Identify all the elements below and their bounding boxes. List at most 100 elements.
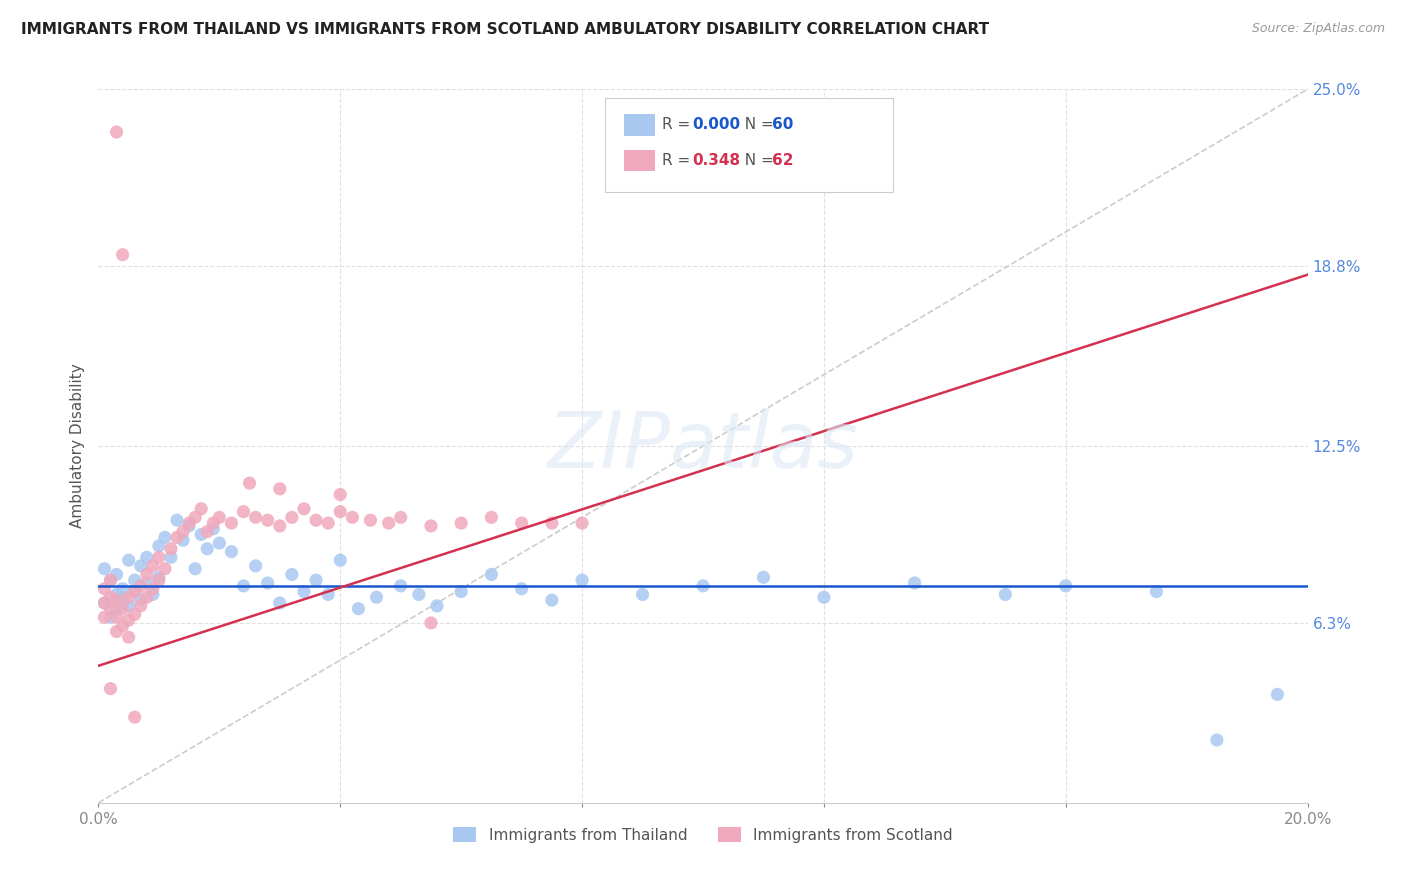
Point: [111, 619, 134, 633]
Point: [135, 567, 157, 582]
Text: Source: ZipAtlas.com: Source: ZipAtlas.com: [1251, 22, 1385, 36]
Point: [281, 510, 304, 524]
Point: [347, 601, 370, 615]
Point: [281, 567, 304, 582]
Point: [208, 510, 231, 524]
Point: [481, 567, 503, 582]
Point: [305, 573, 328, 587]
Point: [245, 510, 267, 524]
Point: [377, 516, 399, 530]
Legend: Immigrants from Thailand, Immigrants from Scotland: Immigrants from Thailand, Immigrants fro…: [447, 821, 959, 848]
Point: [540, 516, 562, 530]
Text: 0.000: 0.000: [692, 118, 740, 132]
Point: [450, 516, 472, 530]
Point: [93, 562, 115, 576]
Point: [269, 519, 291, 533]
Point: [510, 516, 533, 530]
Point: [202, 516, 225, 530]
Point: [316, 516, 339, 530]
Point: [172, 524, 194, 539]
Point: [232, 505, 254, 519]
Point: [111, 601, 134, 615]
Point: [366, 591, 388, 605]
Point: [179, 519, 201, 533]
Point: [190, 501, 212, 516]
Point: [93, 610, 115, 624]
Point: [118, 630, 141, 644]
Point: [129, 579, 152, 593]
Point: [1054, 579, 1077, 593]
Point: [184, 510, 207, 524]
Point: [481, 510, 503, 524]
Point: [166, 513, 188, 527]
Point: [190, 527, 212, 541]
Point: [329, 505, 352, 519]
Point: [1267, 687, 1289, 701]
Text: N =: N =: [735, 153, 779, 168]
Point: [269, 596, 291, 610]
Text: N =: N =: [735, 118, 779, 132]
Point: [239, 476, 262, 491]
Point: [105, 610, 128, 624]
Point: [148, 550, 170, 565]
Point: [426, 599, 449, 613]
Text: R =: R =: [662, 153, 696, 168]
Text: IMMIGRANTS FROM THAILAND VS IMMIGRANTS FROM SCOTLAND AMBULATORY DISABILITY CORRE: IMMIGRANTS FROM THAILAND VS IMMIGRANTS F…: [21, 22, 990, 37]
Point: [292, 584, 315, 599]
Point: [245, 558, 267, 573]
Point: [994, 587, 1017, 601]
Text: 62: 62: [772, 153, 793, 168]
Point: [129, 593, 152, 607]
Point: [105, 624, 128, 639]
Point: [111, 582, 134, 596]
Point: [118, 553, 141, 567]
Point: [148, 573, 170, 587]
Point: [195, 524, 218, 539]
Point: [408, 587, 430, 601]
Point: [135, 576, 157, 591]
Point: [692, 579, 714, 593]
Point: [292, 501, 315, 516]
Point: [142, 558, 165, 573]
Point: [389, 510, 412, 524]
Point: [93, 596, 115, 610]
Point: [111, 248, 134, 262]
Point: [420, 615, 443, 630]
Text: R =: R =: [662, 118, 696, 132]
Point: [1144, 584, 1167, 599]
Point: [752, 570, 775, 584]
Text: 0.348: 0.348: [692, 153, 740, 168]
Point: [160, 550, 183, 565]
Point: [111, 591, 134, 605]
Point: [179, 516, 201, 530]
Point: [172, 533, 194, 548]
Point: [153, 562, 176, 576]
Point: [124, 710, 146, 724]
Point: [153, 530, 176, 544]
Point: [269, 482, 291, 496]
Point: [105, 125, 128, 139]
Text: ZIPatlas: ZIPatlas: [547, 408, 859, 484]
Point: [540, 593, 562, 607]
Point: [166, 530, 188, 544]
Point: [232, 579, 254, 593]
Point: [450, 584, 472, 599]
Point: [316, 587, 339, 601]
Point: [124, 584, 146, 599]
Point: [813, 591, 835, 605]
Y-axis label: Ambulatory Disability: Ambulatory Disability: [69, 364, 84, 528]
Point: [100, 681, 122, 696]
Point: [142, 582, 165, 596]
Point: [305, 513, 328, 527]
Point: [105, 587, 128, 601]
Point: [360, 513, 382, 527]
Point: [100, 610, 122, 624]
Point: [124, 584, 146, 599]
Point: [135, 591, 157, 605]
Text: 60: 60: [772, 118, 793, 132]
Point: [208, 536, 231, 550]
Point: [571, 573, 593, 587]
Point: [160, 541, 183, 556]
Point: [105, 567, 128, 582]
Point: [329, 553, 352, 567]
